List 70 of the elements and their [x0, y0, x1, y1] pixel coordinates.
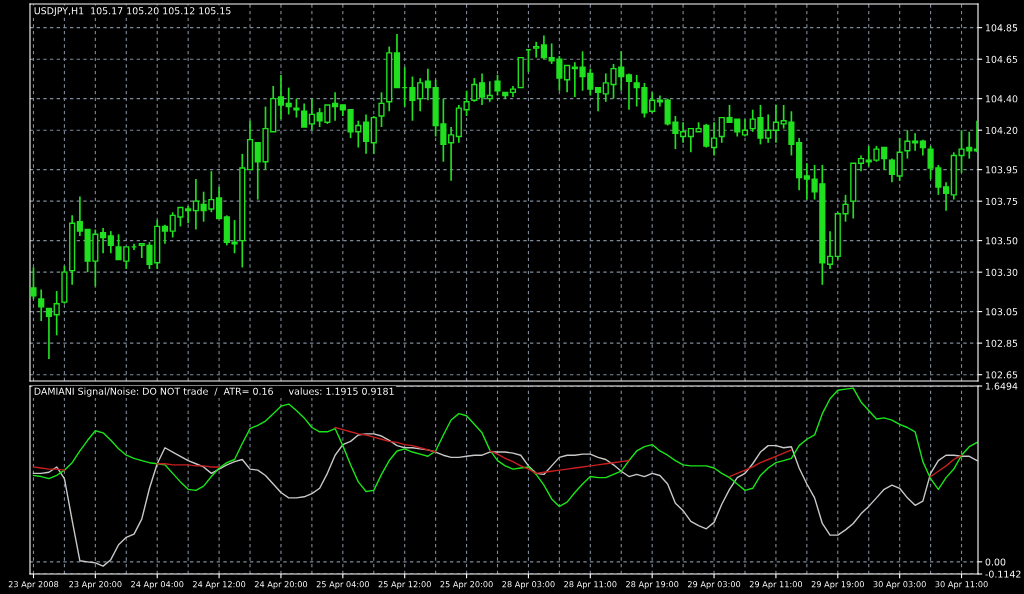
x-tick-label: 30 Apr 03:00	[873, 581, 926, 589]
candlestick	[301, 102, 308, 128]
x-tick-label: 30 Apr 11:00	[935, 581, 988, 589]
candlestick	[471, 77, 478, 103]
y-tick-label: 104.85	[985, 24, 1018, 32]
y-tick-label: 0.00	[985, 558, 1006, 566]
candlestick	[308, 97, 315, 132]
candlestick	[215, 186, 223, 220]
candlestick	[710, 121, 718, 157]
x-tick-label: 28 Apr 03:00	[502, 581, 555, 589]
candlestick	[680, 121, 687, 144]
candlestick	[161, 224, 169, 245]
candlestick	[594, 86, 602, 113]
candlestick	[30, 266, 37, 300]
y-tick-label: 104.20	[985, 126, 1018, 134]
x-tick-label: 29 Apr 03:00	[687, 581, 741, 589]
line-series	[32, 433, 978, 567]
candlestick	[540, 34, 547, 61]
y-tick-label: 103.95	[985, 166, 1018, 174]
candlestick	[912, 132, 919, 152]
candlestick	[478, 72, 486, 106]
y-tick-label: 102.65	[985, 371, 1018, 379]
chart-title: USDJPY,H1 105.17 105.20 105.12 105.15	[34, 7, 231, 17]
candlestick	[362, 113, 370, 155]
x-tick-label: 25 Apr 20:00	[440, 581, 493, 589]
chart-title: DAMIANI Signal/Noise: DO NOT trade / ATR= 0.16 values: 1.1915 0.9181	[34, 387, 394, 397]
y-tick-label: 104.40	[985, 95, 1018, 103]
x-tick-label: 23 Apr 20:00	[69, 581, 122, 589]
candlestick	[76, 195, 83, 237]
candlestick	[424, 67, 431, 102]
candlestick	[332, 91, 339, 122]
candlestick	[826, 230, 834, 270]
candlestick	[942, 181, 950, 212]
x-tick-label: 25 Apr 04:00	[316, 581, 369, 589]
x-tick-label: 24 Apr 12:00	[192, 581, 246, 589]
candlestick	[772, 104, 780, 144]
candlestick	[625, 72, 633, 111]
x-tick-label: 23 Apr 2008	[8, 581, 59, 589]
candlestick	[378, 91, 385, 128]
candlestick	[904, 129, 911, 160]
candlestick	[448, 126, 455, 182]
candlestick	[564, 64, 571, 94]
candlestick	[192, 178, 199, 231]
candlestick	[107, 230, 114, 255]
y-tick-label: 104.65	[985, 55, 1018, 63]
y-tick-label: 103.30	[985, 268, 1018, 276]
candlestick	[533, 41, 540, 59]
candlestick	[896, 137, 903, 182]
y-tick-label: 103.50	[985, 237, 1018, 245]
candlestick	[45, 307, 53, 360]
candlestick	[38, 288, 45, 322]
candlestick	[494, 74, 501, 97]
x-tick-label: 28 Apr 11:00	[564, 581, 617, 589]
y-tick-label: 103.05	[985, 308, 1018, 316]
x-tick-label: 29 Apr 19:00	[811, 581, 864, 589]
y-tick-label: 102.85	[985, 339, 1018, 347]
x-tick-label: 28 Apr 19:00	[626, 581, 679, 589]
x-tick-label: 29 Apr 11:00	[749, 581, 803, 589]
x-tick-label: 25 Apr 12:00	[378, 581, 431, 589]
candlestick	[53, 290, 60, 337]
y-tick-label: 1.6494	[985, 382, 1018, 390]
x-tick-label: 24 Apr 20:00	[254, 581, 308, 589]
candlestick	[99, 227, 107, 255]
candlestick	[293, 97, 300, 119]
y-tick-label: 103.75	[985, 197, 1018, 205]
y-tick-label: -0.1142	[985, 570, 1021, 578]
candlestick	[486, 80, 493, 103]
candlestick	[277, 74, 285, 120]
candlestick	[285, 86, 292, 116]
x-tick-label: 24 Apr 04:00	[131, 581, 184, 589]
